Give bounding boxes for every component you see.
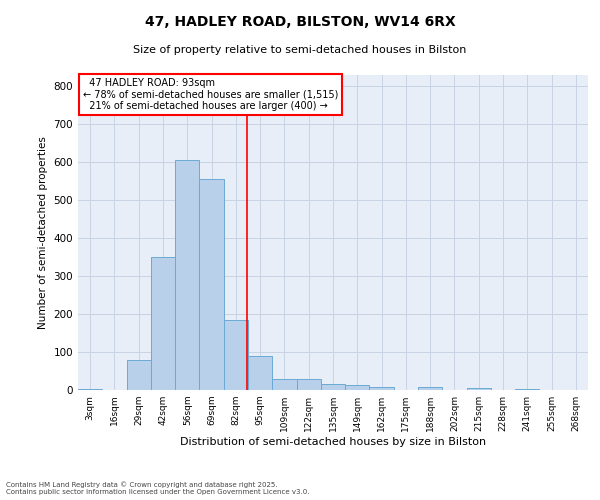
- Bar: [515, 389, 539, 390]
- Y-axis label: Number of semi-detached properties: Number of semi-detached properties: [38, 136, 48, 329]
- Bar: [321, 384, 345, 390]
- Bar: [467, 388, 491, 390]
- Bar: [248, 356, 272, 390]
- Bar: [151, 257, 175, 390]
- Bar: [418, 387, 442, 390]
- Bar: [199, 178, 224, 390]
- Text: 47 HADLEY ROAD: 93sqm
← 78% of semi-detached houses are smaller (1,515)
  21% of: 47 HADLEY ROAD: 93sqm ← 78% of semi-deta…: [83, 78, 338, 112]
- X-axis label: Distribution of semi-detached houses by size in Bilston: Distribution of semi-detached houses by …: [180, 437, 486, 447]
- Text: Contains HM Land Registry data © Crown copyright and database right 2025.
Contai: Contains HM Land Registry data © Crown c…: [6, 482, 310, 495]
- Bar: [127, 360, 151, 390]
- Bar: [370, 387, 394, 390]
- Text: Size of property relative to semi-detached houses in Bilston: Size of property relative to semi-detach…: [133, 45, 467, 55]
- Bar: [175, 160, 199, 390]
- Bar: [78, 389, 102, 390]
- Text: 47, HADLEY ROAD, BILSTON, WV14 6RX: 47, HADLEY ROAD, BILSTON, WV14 6RX: [145, 15, 455, 29]
- Bar: [224, 320, 248, 390]
- Bar: [296, 380, 321, 390]
- Bar: [272, 380, 296, 390]
- Bar: [345, 385, 370, 390]
